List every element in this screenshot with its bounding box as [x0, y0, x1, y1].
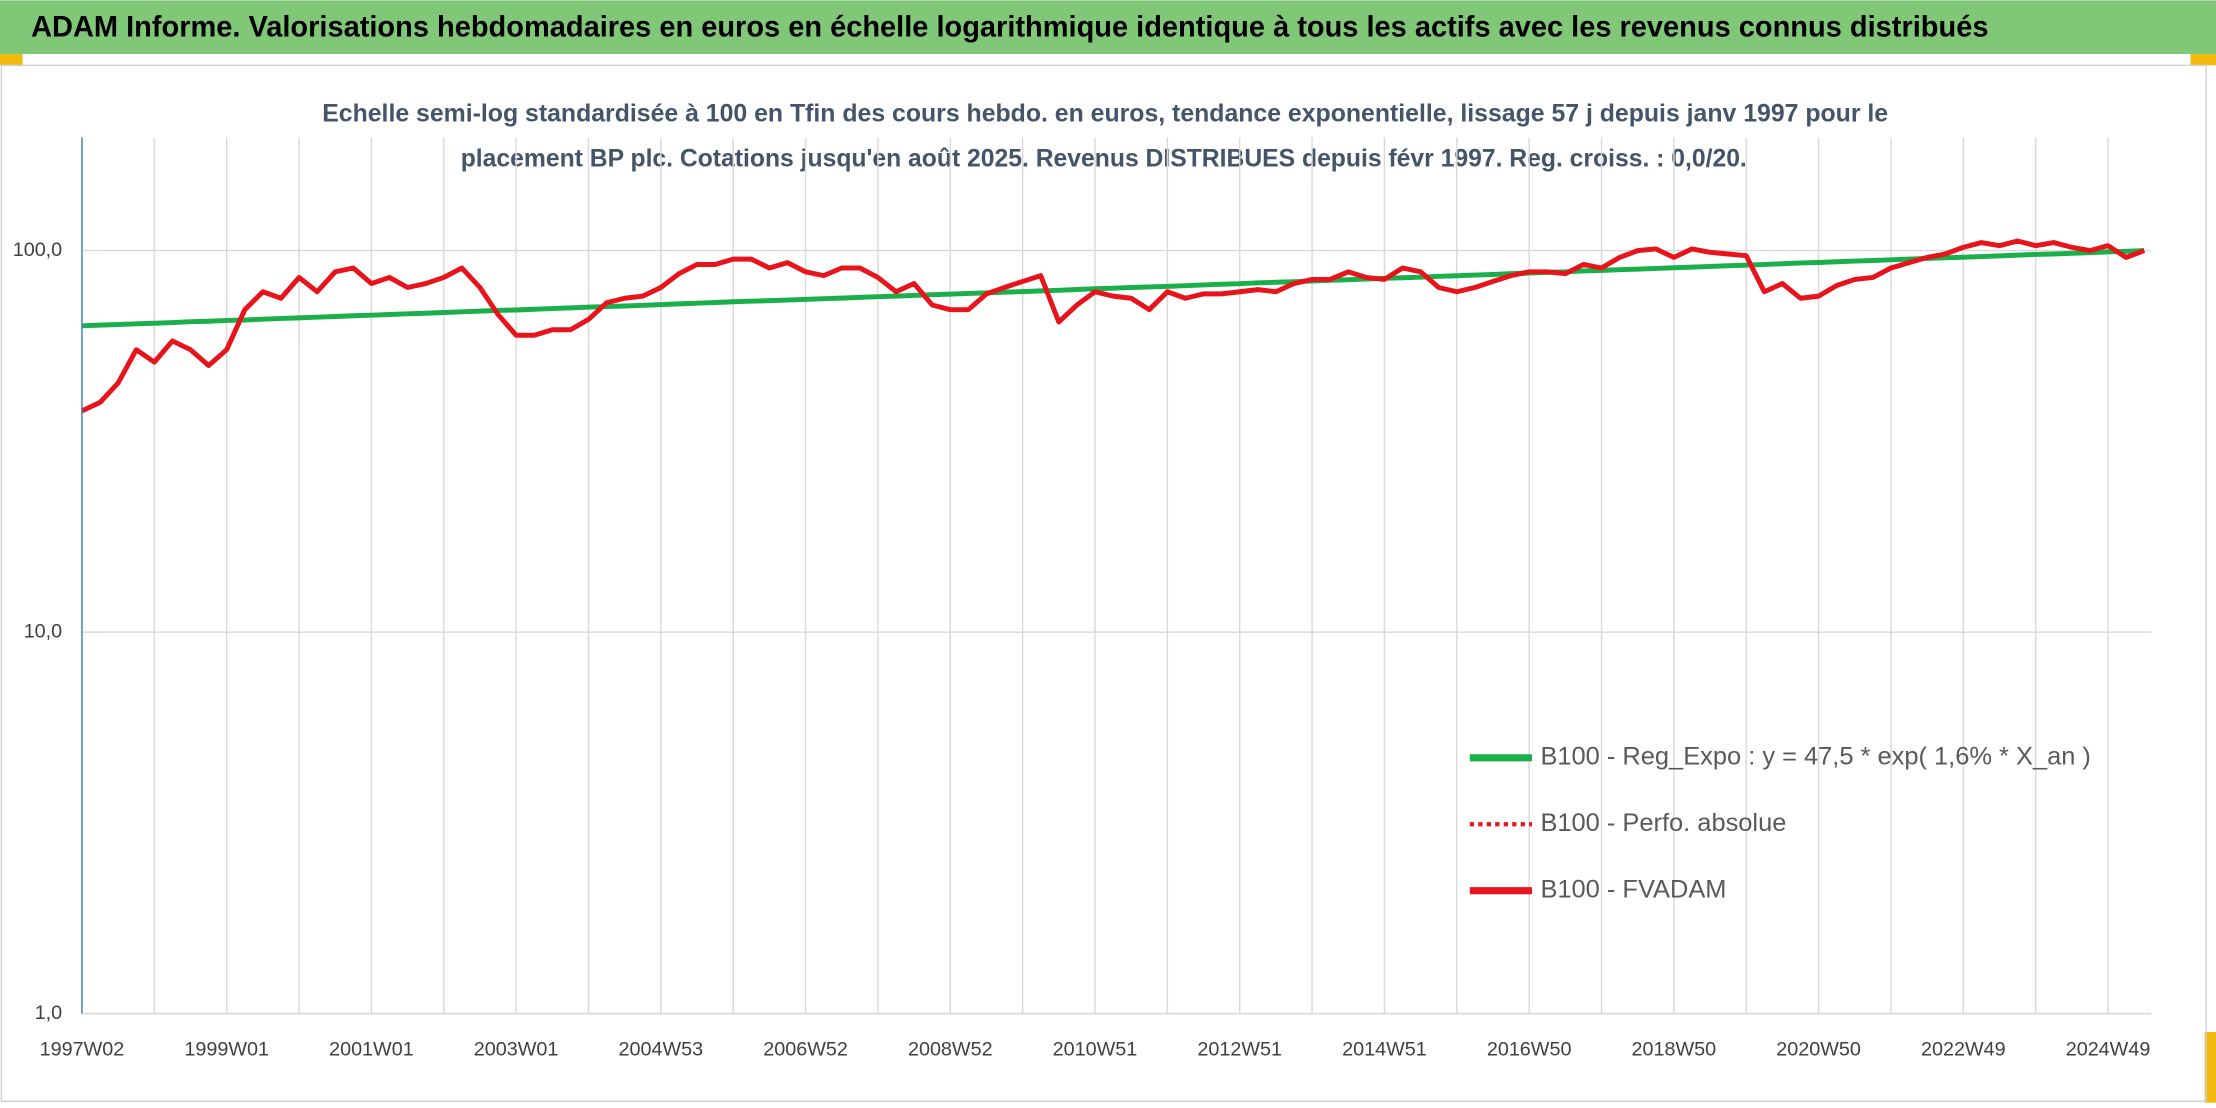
- x-tick-label: 2012W51: [1197, 1039, 1282, 1061]
- corner: [0, 54, 23, 66]
- legend-label: B100 - Reg_Expo : y = 47,5 * exp( 1,6% *…: [1540, 743, 2090, 771]
- chart-title: Echelle semi-log standardisée à 100 en T…: [322, 100, 1888, 128]
- x-tick-label: 2024W49: [2066, 1039, 2151, 1061]
- corner: [2204, 1032, 2216, 1103]
- x-tick-label: 2006W52: [763, 1039, 848, 1061]
- x-tick-label: 1997W02: [40, 1039, 125, 1061]
- chart-frame: [0, 64, 2207, 1102]
- chart-title: placement BP plc. Cotations jusqu'en aoû…: [461, 145, 1747, 173]
- x-tick-label: 2001W01: [329, 1039, 414, 1061]
- plot: [80, 238, 2146, 414]
- y-tick-label: 1,0: [35, 1002, 62, 1024]
- x-tick-label: 2008W52: [908, 1039, 993, 1061]
- legend-label: B100 - Perfo. absolue: [1540, 809, 1786, 837]
- corner: [2190, 54, 2216, 66]
- series-line: [81, 248, 2145, 329]
- x-tick-label: 2004W53: [619, 1039, 704, 1061]
- y-tick-label: 10,0: [24, 620, 62, 642]
- series-line: [80, 238, 2146, 414]
- x-tick-label: 2022W49: [1921, 1039, 2006, 1061]
- x-tick-label: 2014W51: [1342, 1039, 1427, 1061]
- y-tick-label: 100,0: [13, 239, 62, 261]
- legend: B100 - Reg_Expo : y = 47,5 * exp( 1,6% *…: [1469, 743, 2091, 903]
- grid: 1,0 10,0 100,0 1997W02 1999W01 2001W01 2003W01…: [13, 137, 2152, 1061]
- legend-label: B100 - FVADAM: [1540, 875, 1726, 903]
- header-bar: [0, 0, 2216, 55]
- x-tick-label: 2020W50: [1776, 1039, 1861, 1061]
- x-tick-label: 2018W50: [1632, 1039, 1717, 1061]
- header-title: ADAM Informe. Valorisations hebdomadaire…: [31, 10, 1988, 43]
- x-tick-label: 2010W51: [1053, 1039, 1138, 1061]
- x-tick-label: 1999W01: [184, 1039, 269, 1061]
- x-tick-label: 2003W01: [474, 1039, 559, 1061]
- x-tick-label: 2016W50: [1487, 1039, 1572, 1061]
